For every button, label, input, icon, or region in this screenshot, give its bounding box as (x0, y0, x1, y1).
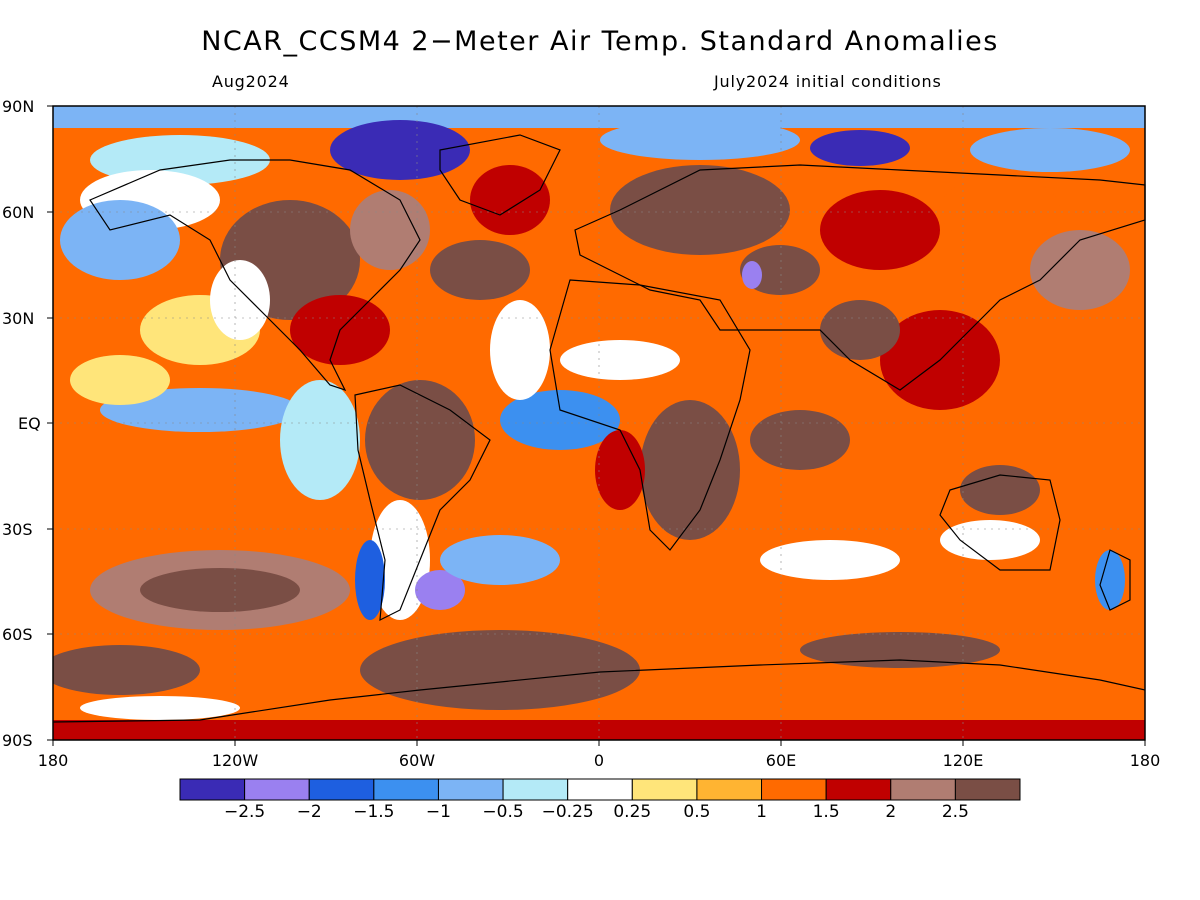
axis-ticks (47, 105, 1146, 746)
valid-month-label: Aug2024 (212, 72, 290, 91)
colorbar-label: 0.25 (613, 802, 652, 822)
colorbar-label: −0.5 (482, 802, 524, 822)
lon-label: 180 (1129, 751, 1161, 770)
colorbar-swatch (761, 778, 827, 801)
colorbar-swatch (567, 778, 633, 801)
lat-label: 30S (2, 520, 33, 539)
colorbar-label: −2.5 (223, 802, 266, 822)
colorbar-label: 0.5 (683, 802, 711, 822)
lon-label: 180 (37, 751, 69, 770)
lat-label: 60S (2, 625, 33, 644)
colorbar-swatch (502, 778, 569, 801)
colorbar (179, 778, 1021, 801)
lat-label: 90S (2, 731, 33, 750)
colorbar-swatch (179, 778, 246, 801)
lon-label: 60E (765, 751, 797, 770)
colorbar-label: 2.5 (941, 802, 969, 822)
colorbar-label: 1 (756, 802, 767, 822)
colorbar-label: −1 (425, 802, 451, 822)
colorbar-swatch (308, 778, 375, 801)
colorbar-swatch (437, 778, 504, 801)
colorbar-label: −1.5 (353, 802, 395, 822)
init-conditions-label: July2024 initial conditions (714, 72, 942, 91)
lat-label: 60N (2, 203, 35, 222)
colorbar-swatch (954, 778, 1021, 801)
colorbar-swatch (244, 778, 310, 801)
lat-label: 30N (2, 309, 35, 328)
lon-label: 120E (942, 751, 984, 770)
colorbar-swatch (696, 778, 763, 801)
map-title: NCAR_CCSM4 2−Meter Air Temp. Standard An… (201, 26, 999, 57)
colorbar-label: 1.5 (812, 802, 840, 822)
colorbar-swatch (631, 778, 698, 801)
lat-label: 90N (2, 97, 35, 116)
colorbar-label: −0.25 (541, 802, 594, 822)
lon-label: 120W (211, 751, 259, 770)
colorbar-swatch (890, 778, 956, 801)
colorbar-label: 2 (885, 802, 897, 822)
colorbar-label: −2 (296, 802, 322, 822)
lat-label: EQ (18, 414, 41, 433)
lon-label: 60W (398, 751, 436, 770)
lon-label: 0 (593, 751, 605, 770)
coastlines (52, 134, 1146, 723)
colorbar-swatch (825, 778, 892, 801)
colorbar-swatch (373, 778, 439, 801)
